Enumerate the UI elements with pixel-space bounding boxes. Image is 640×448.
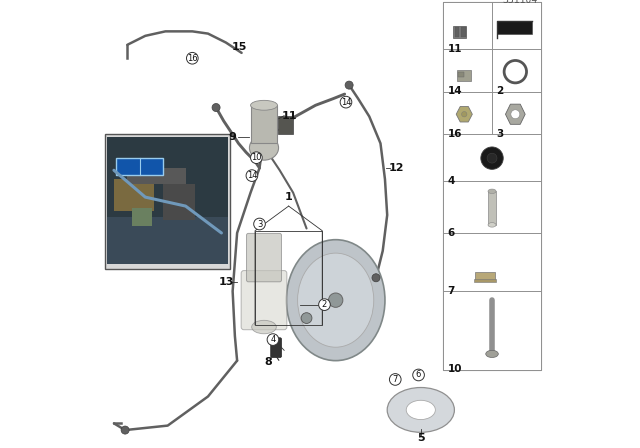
Text: 6: 6	[448, 228, 455, 237]
Ellipse shape	[406, 401, 435, 419]
Bar	[443, 92, 492, 134]
Bar	[492, 49, 541, 92]
Bar	[107, 217, 228, 264]
Text: 7: 7	[392, 375, 398, 384]
Bar	[488, 191, 496, 225]
Text: 9: 9	[228, 132, 237, 142]
Text: 4: 4	[448, 176, 455, 186]
Circle shape	[250, 152, 262, 164]
Circle shape	[340, 96, 352, 108]
Circle shape	[121, 426, 129, 434]
Bar	[443, 134, 541, 181]
Polygon shape	[456, 107, 472, 122]
Circle shape	[186, 52, 198, 64]
Text: 15: 15	[232, 42, 247, 52]
Bar	[116, 158, 163, 175]
Ellipse shape	[251, 100, 278, 110]
Bar	[492, 2, 541, 49]
Circle shape	[212, 103, 220, 112]
Bar	[132, 208, 152, 226]
Circle shape	[504, 60, 527, 83]
Bar	[497, 21, 532, 34]
Bar	[474, 279, 496, 282]
Text: 16: 16	[448, 129, 462, 139]
Bar	[163, 184, 195, 220]
Bar	[455, 27, 460, 37]
Text: 4: 4	[270, 335, 276, 344]
Text: 2: 2	[497, 86, 504, 96]
Text: 7: 7	[448, 286, 455, 296]
Ellipse shape	[250, 135, 278, 160]
Text: 6: 6	[416, 370, 421, 379]
Circle shape	[301, 313, 312, 323]
Bar	[443, 181, 541, 233]
Bar	[443, 2, 492, 49]
Text: 14: 14	[246, 171, 257, 180]
Circle shape	[461, 112, 467, 117]
Ellipse shape	[287, 240, 385, 361]
Bar	[114, 179, 154, 211]
Text: 12: 12	[388, 163, 404, 173]
Bar	[278, 116, 292, 134]
Bar	[105, 134, 230, 269]
FancyBboxPatch shape	[246, 233, 282, 282]
Circle shape	[389, 374, 401, 385]
Text: 14: 14	[340, 98, 351, 107]
Bar	[474, 272, 495, 280]
Text: 8: 8	[264, 357, 273, 367]
Ellipse shape	[486, 350, 499, 358]
Bar	[107, 137, 228, 264]
Circle shape	[328, 293, 343, 307]
FancyBboxPatch shape	[271, 338, 282, 358]
Circle shape	[481, 147, 503, 169]
Circle shape	[319, 299, 330, 310]
Text: 13: 13	[218, 277, 234, 287]
Text: 16: 16	[187, 54, 198, 63]
Text: 3: 3	[257, 220, 262, 228]
Circle shape	[267, 334, 279, 345]
Ellipse shape	[298, 253, 374, 347]
Ellipse shape	[488, 223, 496, 227]
Ellipse shape	[252, 320, 276, 334]
Bar	[453, 26, 467, 38]
Bar	[458, 72, 464, 77]
Text: 2: 2	[322, 300, 327, 309]
Text: 5: 5	[417, 433, 425, 443]
Text: 14: 14	[448, 86, 462, 96]
Text: 331104: 331104	[502, 0, 538, 5]
Circle shape	[246, 170, 258, 181]
Bar	[250, 105, 278, 143]
Circle shape	[253, 218, 266, 230]
FancyBboxPatch shape	[241, 271, 287, 330]
Text: 10: 10	[448, 364, 462, 374]
Text: 11: 11	[448, 44, 462, 54]
Text: 10: 10	[251, 153, 262, 162]
Circle shape	[345, 81, 353, 89]
Circle shape	[487, 153, 497, 163]
Ellipse shape	[387, 388, 454, 432]
Text: 3: 3	[497, 129, 504, 139]
Bar	[443, 49, 492, 92]
Text: 11: 11	[282, 111, 298, 121]
Bar	[127, 168, 186, 184]
Bar	[492, 92, 541, 134]
Bar	[461, 27, 466, 37]
Bar	[443, 233, 541, 291]
Bar	[443, 291, 541, 370]
Ellipse shape	[488, 189, 496, 194]
Polygon shape	[506, 104, 525, 125]
Circle shape	[511, 110, 520, 119]
Text: 1: 1	[285, 192, 292, 202]
Bar	[457, 70, 471, 81]
Circle shape	[372, 274, 380, 282]
Bar	[443, 2, 541, 370]
Circle shape	[413, 369, 424, 381]
